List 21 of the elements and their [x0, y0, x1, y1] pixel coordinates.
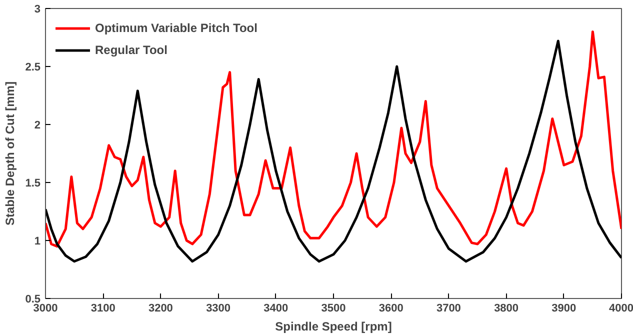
x-tick-label: 3500 — [321, 302, 346, 314]
x-tick-label: 3700 — [436, 302, 461, 314]
x-tick-label: 3300 — [206, 302, 231, 314]
x-tick-label: 4000 — [609, 302, 633, 314]
y-tick-label: 1.5 — [25, 178, 41, 190]
x-tick-label: 3900 — [552, 302, 576, 314]
legend-label: Optimum Variable Pitch Tool — [95, 21, 258, 35]
x-tick-label: 3100 — [90, 302, 116, 314]
x-tick-label: 3400 — [264, 302, 288, 314]
y-tick-label: 2 — [34, 120, 41, 132]
x-tick-label: 3600 — [378, 302, 404, 314]
x-tick-label: 3200 — [148, 302, 173, 314]
y-tick-label: 3 — [34, 4, 41, 16]
x-axis-title: Spindle Speed [rpm] — [275, 320, 392, 334]
y-tick-label: 1 — [34, 236, 41, 248]
y-tick-label: 0.5 — [25, 294, 41, 306]
x-tick-label: 3800 — [494, 302, 519, 314]
x-tick-label: 3000 — [33, 302, 58, 314]
y-axis-title: Stable Depth of Cut [mm] — [3, 81, 18, 226]
legend-label: Regular Tool — [95, 43, 168, 57]
y-tick-label: 2.5 — [25, 62, 41, 74]
